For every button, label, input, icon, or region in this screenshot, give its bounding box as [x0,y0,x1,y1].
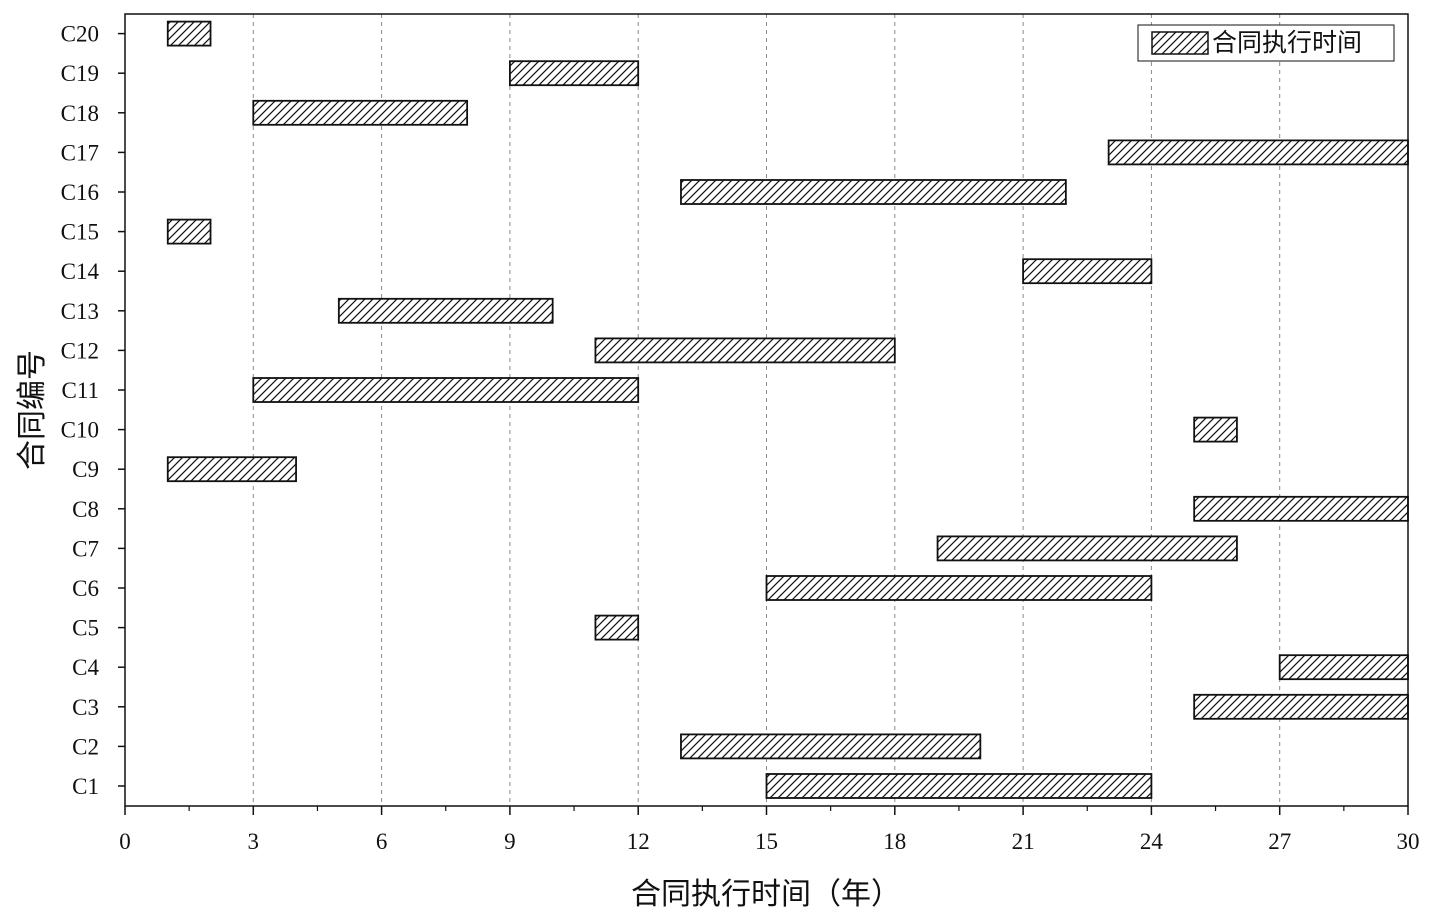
bars [166,20,1409,799]
y-tick-label-c9: C9 [72,457,99,482]
y-tick-label-c5: C5 [72,616,99,641]
x-tick-label-18: 18 [883,829,906,854]
x-tick-label-15: 15 [755,829,778,854]
x-tick-label-12: 12 [627,829,650,854]
bar-c15 [166,218,212,245]
bar-c14 [1022,258,1153,285]
legend-swatch [1151,31,1209,55]
x-tick-label-9: 9 [504,829,516,854]
y-tick-label-c10: C10 [61,418,99,443]
y-tick-label-c4: C4 [72,655,99,680]
bar-c9 [166,456,297,483]
bar-c18 [252,99,469,126]
bar-c5 [594,614,640,641]
x-tick-label-21: 21 [1012,829,1035,854]
y-tick-label-c14: C14 [61,259,100,284]
y-tick-label-c7: C7 [72,536,99,561]
y-tick-label-c2: C2 [72,734,99,759]
x-tick-label-6: 6 [376,829,388,854]
y-tick-label-c16: C16 [61,180,99,205]
y-tick-label-c13: C13 [61,299,99,324]
x-tick-label-3: 3 [248,829,260,854]
bar-c2 [680,733,982,760]
bar-c13 [337,297,554,324]
bar-c1 [765,773,1153,799]
legend: 合同执行时间 [1137,24,1395,62]
y-tick-label-c19: C19 [61,61,99,86]
bar-c19 [508,60,640,87]
bar-c10 [1193,416,1238,443]
bar-c11 [252,377,640,403]
y-tick-label-c20: C20 [61,22,99,47]
y-tick-label-c18: C18 [61,101,99,126]
y-axis-title: 合同编号 [15,350,50,470]
bar-c3 [1193,693,1409,720]
bar-c4 [1278,654,1409,681]
bar-c7 [936,535,1238,562]
y-tick-label-c11: C11 [62,378,100,403]
x-axis-title: 合同执行时间（年） [631,877,901,912]
y-tick-label-c3: C3 [72,695,99,720]
y-tick-label-c15: C15 [61,220,99,245]
bar-c16 [680,179,1067,205]
grid-lines [252,14,1281,806]
x-tick-label-30: 30 [1397,829,1420,854]
y-tick-label-c6: C6 [72,576,99,601]
y-tick-label-c17: C17 [61,140,99,165]
bar-c20 [166,20,212,47]
y-tick-label-c1: C1 [72,774,99,799]
legend-label: 合同执行时间 [1212,28,1362,57]
x-tick-label-0: 0 [119,829,131,854]
x-tick-label-24: 24 [1140,829,1164,854]
bar-c6 [765,575,1153,601]
y-tick-label-c12: C12 [61,338,99,363]
ticks: 0 3 6 9 12 15 18 21 24 27 30 C1 C2 C3 C4 C5 C6 C7 C8 C9 C10 C… [61,22,1420,854]
bar-c8 [1193,495,1409,522]
y-tick-label-c8: C8 [72,497,99,522]
bar-c12 [594,337,896,364]
bar-c17 [1107,139,1409,166]
x-tick-label-27: 27 [1268,829,1291,854]
